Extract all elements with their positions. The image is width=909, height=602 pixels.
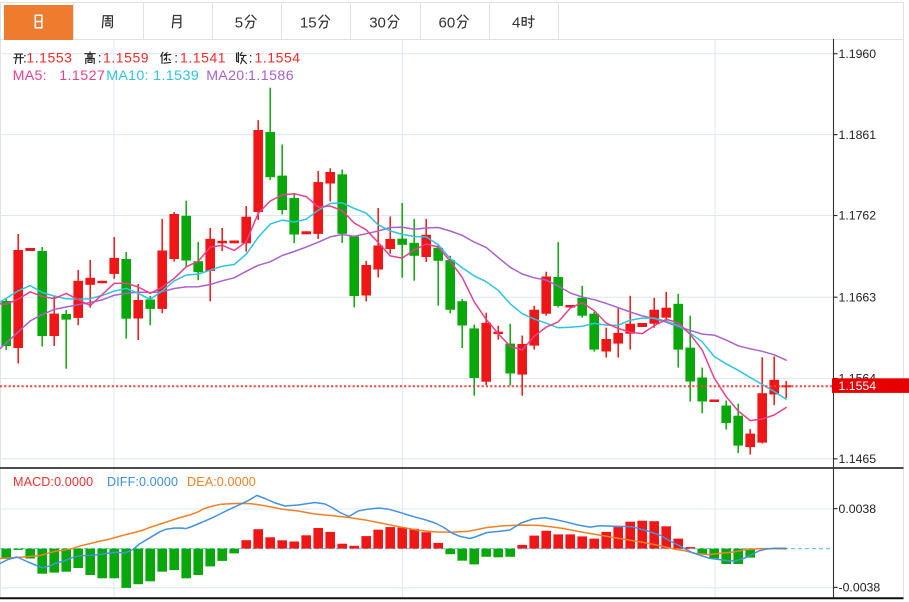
svg-text:MA20:: MA20: [206, 68, 249, 84]
svg-text:1.1541: 1.1541 [180, 49, 226, 65]
svg-text:1.1554: 1.1554 [839, 379, 877, 393]
svg-text:1.1663: 1.1663 [839, 290, 877, 304]
svg-text:DEA:0.0000: DEA:0.0000 [187, 475, 256, 489]
svg-text:1.1465: 1.1465 [839, 452, 877, 466]
svg-text:MA5:: MA5: [13, 68, 47, 84]
svg-text:MACD:0.0000: MACD:0.0000 [13, 475, 93, 489]
svg-text:1.1586: 1.1586 [248, 68, 294, 84]
svg-text:1.1762: 1.1762 [839, 209, 877, 223]
svg-text:DIFF:0.0000: DIFF:0.0000 [107, 475, 178, 489]
svg-text::: : [174, 50, 178, 65]
svg-text:-0.0038: -0.0038 [839, 581, 881, 595]
svg-text::: : [249, 50, 253, 65]
svg-text:30: 30 [369, 14, 386, 31]
svg-text:4: 4 [512, 14, 520, 31]
svg-text:0.0038: 0.0038 [839, 502, 877, 516]
svg-text:15: 15 [300, 14, 317, 31]
svg-text:MA10:: MA10: [106, 68, 149, 84]
svg-text:1.1554: 1.1554 [255, 49, 301, 65]
svg-text:1.1559: 1.1559 [103, 49, 149, 65]
svg-text::: : [23, 50, 27, 65]
svg-text:60: 60 [439, 14, 456, 31]
svg-text:1.1553: 1.1553 [26, 49, 72, 65]
svg-text:1.1960: 1.1960 [839, 47, 877, 61]
svg-text:1.1527: 1.1527 [59, 68, 105, 84]
svg-text:5: 5 [235, 14, 243, 31]
svg-text::: : [98, 50, 102, 65]
svg-text:1.1539: 1.1539 [153, 68, 199, 84]
svg-text:1.1861: 1.1861 [839, 128, 877, 142]
